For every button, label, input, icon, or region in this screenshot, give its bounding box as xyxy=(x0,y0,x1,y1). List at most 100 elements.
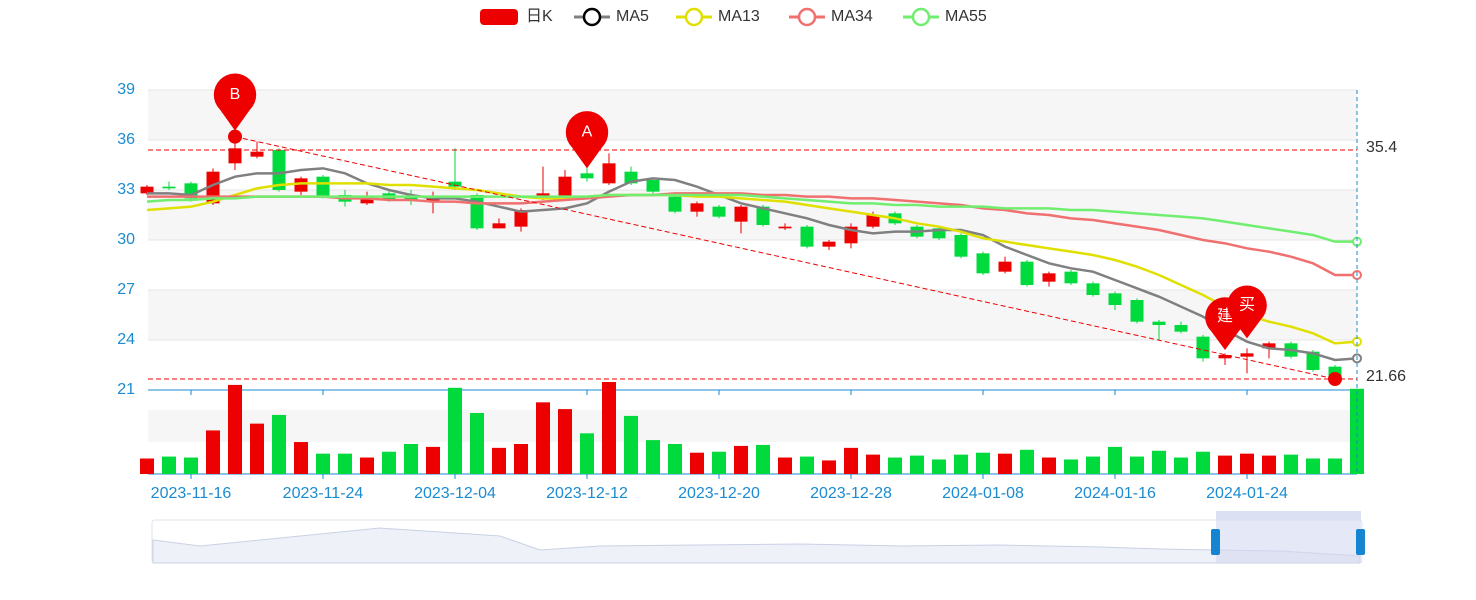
x-tick-label: 2024-01-24 xyxy=(1206,485,1288,502)
volume-bar xyxy=(1174,457,1188,474)
volume-bar xyxy=(932,459,946,474)
x-tick-label: 2023-12-28 xyxy=(810,485,892,502)
candle-body xyxy=(140,186,154,194)
candle-body xyxy=(294,178,308,192)
volume-bar xyxy=(602,382,616,474)
volume-bar xyxy=(888,457,902,474)
volume-bar xyxy=(536,402,550,474)
candle-body xyxy=(624,171,638,184)
candle-body xyxy=(272,150,286,190)
candle-body xyxy=(1262,343,1276,349)
mark-line-label: 21.66 xyxy=(1366,368,1406,385)
candle-body xyxy=(1196,336,1210,359)
volume-bar xyxy=(1042,457,1056,474)
x-tick-label: 2024-01-08 xyxy=(942,485,1024,502)
data-zoom[interactable] xyxy=(151,511,1365,564)
mark-line-label: 35.4 xyxy=(1366,139,1397,156)
volume-bar xyxy=(338,453,352,474)
volume-bar xyxy=(712,451,726,474)
legend-label: MA5 xyxy=(616,8,649,25)
volume-bar xyxy=(316,453,330,474)
volume-bar xyxy=(1020,449,1034,474)
volume-bar xyxy=(866,454,880,474)
zoom-handle-right[interactable] xyxy=(1356,529,1365,555)
candle-body xyxy=(448,181,462,187)
volume-bar xyxy=(1350,388,1364,474)
candle-body xyxy=(1108,293,1122,305)
volume-bar xyxy=(668,443,682,474)
volume-bar xyxy=(976,452,990,474)
x-tick-label: 2023-12-04 xyxy=(414,485,496,502)
volume-bar xyxy=(1262,455,1276,474)
candle-body xyxy=(734,206,748,222)
volume-bar xyxy=(1064,459,1078,474)
ma-line xyxy=(146,182,1358,345)
candle-body xyxy=(1086,283,1100,295)
volume-bar xyxy=(404,443,418,474)
mark-pin xyxy=(1227,285,1267,339)
volume-band xyxy=(148,410,1357,442)
candle-body xyxy=(1152,321,1166,325)
volume-bar xyxy=(646,440,660,474)
volume-bar xyxy=(1108,446,1122,474)
candle-body xyxy=(580,173,594,179)
candle-body xyxy=(1240,353,1254,357)
ma-line xyxy=(146,193,1357,243)
candle-body xyxy=(866,215,880,227)
legend-icon-marker xyxy=(797,7,817,27)
candle-body xyxy=(360,196,374,204)
legend[interactable]: 日K MA5 MA13 MA34 MA55 xyxy=(480,7,987,27)
candle-body xyxy=(822,241,836,247)
volume-bar xyxy=(294,442,308,474)
volume-bar xyxy=(382,451,396,474)
zoom-handle-left[interactable] xyxy=(1211,529,1220,555)
y-tick-label: 36 xyxy=(117,131,135,148)
volume-bar xyxy=(1240,453,1254,474)
volume-bar xyxy=(998,453,1012,474)
candle-body xyxy=(1306,351,1320,370)
legend-icon-marker xyxy=(582,7,602,27)
candle-body xyxy=(492,223,506,229)
volume-bar xyxy=(184,457,198,474)
split-band xyxy=(148,90,1357,140)
volume-bar xyxy=(558,409,572,474)
volume-bar xyxy=(492,447,506,474)
x-tick-label: 2023-11-24 xyxy=(283,485,364,502)
y-tick-label: 30 xyxy=(117,231,135,248)
candle-body xyxy=(646,180,660,192)
legend-icon-marker xyxy=(911,7,931,27)
volume-bar xyxy=(1152,450,1166,474)
candle-body xyxy=(932,228,946,239)
zoom-preview xyxy=(152,527,1361,564)
candle-body xyxy=(426,198,440,202)
ma-line xyxy=(147,167,1358,362)
legend-label: 日K xyxy=(526,8,553,25)
volume-bar xyxy=(910,455,924,474)
volume-bar xyxy=(1196,451,1210,474)
zoom-window[interactable] xyxy=(1216,520,1361,563)
candle-body xyxy=(1064,271,1078,284)
legend-label: MA13 xyxy=(718,8,760,25)
volume-bar xyxy=(1086,456,1100,474)
volume-bar xyxy=(250,423,264,474)
volume-bar xyxy=(1306,458,1320,474)
zoom-move-handle[interactable] xyxy=(1216,511,1361,520)
legend-icon xyxy=(480,9,518,25)
volume-bar xyxy=(822,460,836,474)
candle-body xyxy=(998,261,1012,272)
volume-bar xyxy=(778,457,792,474)
volume-bar xyxy=(1218,455,1232,474)
y-tick-label: 33 xyxy=(117,181,135,198)
volume-bar xyxy=(448,387,462,474)
volume-bar xyxy=(756,444,770,474)
volume-bar xyxy=(228,384,242,474)
volume-bar xyxy=(1130,456,1144,474)
candle-body xyxy=(602,163,616,184)
volume-bar xyxy=(514,443,528,474)
candle-body xyxy=(250,151,264,157)
candle-body xyxy=(690,203,704,212)
mark-dot xyxy=(228,129,242,144)
candle-body xyxy=(514,210,528,227)
candle-body xyxy=(1174,325,1188,332)
